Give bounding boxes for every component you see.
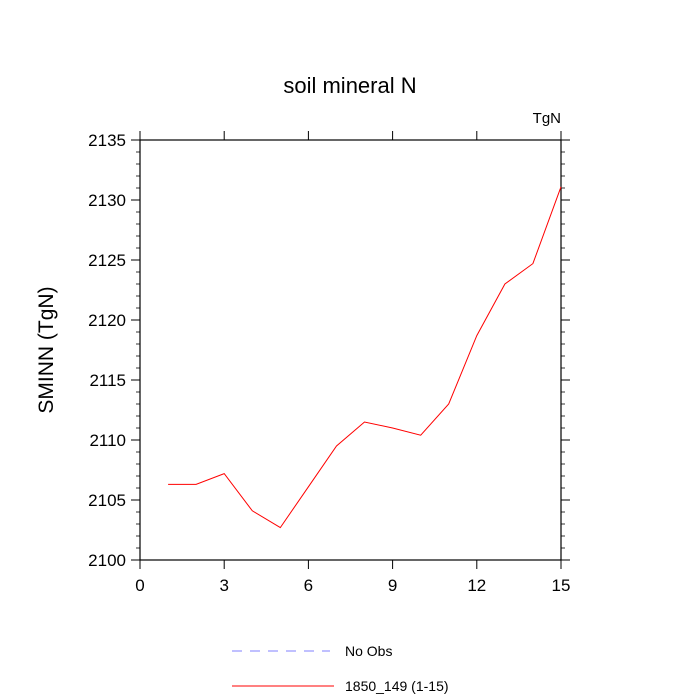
legend-label-1850-149: 1850_149 (1-15) bbox=[345, 678, 449, 694]
y-tick-label: 2100 bbox=[88, 551, 126, 570]
axis-tick-labels: 0 3 6 9 12 15 2100 2105 2110 2115 2120 2125 2130 2135 bbox=[88, 131, 570, 595]
x-tick-label: 0 bbox=[135, 576, 144, 595]
series-line bbox=[168, 186, 562, 529]
units-label: TgN bbox=[533, 110, 561, 127]
x-tick-label: 6 bbox=[304, 576, 313, 595]
series-layer bbox=[168, 186, 562, 529]
y-tick-label: 2120 bbox=[88, 311, 126, 330]
x-tick-label: 12 bbox=[467, 576, 486, 595]
y-tick-label: 2115 bbox=[89, 371, 126, 390]
axis-ticks bbox=[131, 131, 570, 569]
x-tick-label: 3 bbox=[219, 576, 228, 595]
y-tick-label: 2130 bbox=[88, 191, 126, 210]
x-tick-label: 15 bbox=[552, 576, 571, 595]
y-tick-label: 2105 bbox=[88, 491, 126, 510]
y-tick-label: 2125 bbox=[88, 251, 126, 270]
y-tick-label: 2110 bbox=[89, 431, 126, 450]
x-tick-label: 9 bbox=[388, 576, 397, 595]
y-axis-label: SMINN (TgN) bbox=[35, 286, 58, 413]
plot-frame bbox=[139, 139, 562, 561]
legend: No Obs 1850_149 (1-15) bbox=[232, 643, 449, 694]
legend-label-no-obs: No Obs bbox=[345, 643, 392, 659]
y-tick-label: 2135 bbox=[88, 131, 126, 150]
chart-title: soil mineral N bbox=[283, 73, 416, 98]
